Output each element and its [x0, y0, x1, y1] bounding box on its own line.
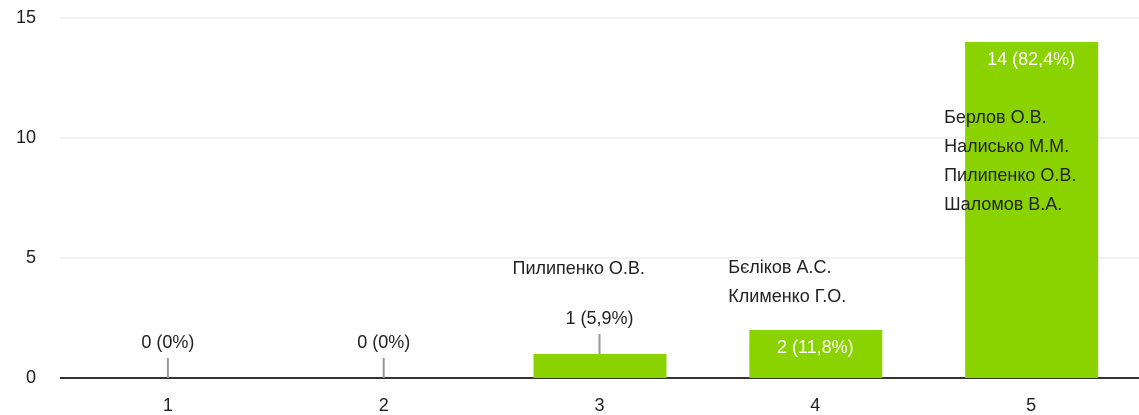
- y-tick-label: 15: [16, 7, 36, 27]
- annotation: Пилипенко О.В.: [513, 258, 645, 278]
- value-label: 1 (5,9%): [565, 308, 633, 328]
- x-tick-label: 4: [810, 395, 820, 415]
- annotation: Налисько М.М.: [944, 136, 1069, 156]
- annotation: Пилипенко О.В.: [944, 165, 1076, 185]
- x-tick-label: 1: [163, 395, 173, 415]
- value-label: 0 (0%): [357, 332, 410, 352]
- x-tick-label: 3: [594, 395, 604, 415]
- x-tick-label: 2: [379, 395, 389, 415]
- value-label: 2 (11,8%): [777, 337, 854, 357]
- y-tick-label: 10: [16, 127, 36, 147]
- bar: [965, 42, 1099, 378]
- annotation: Бєліков А.С.: [728, 257, 831, 277]
- bar: [533, 354, 667, 378]
- y-tick-label: 0: [26, 367, 36, 387]
- annotation: Берлов О.В.: [944, 107, 1047, 127]
- x-tick-label: 5: [1026, 395, 1036, 415]
- value-label: 0 (0%): [141, 332, 194, 352]
- y-tick-label: 5: [26, 247, 36, 267]
- bar: [749, 330, 883, 378]
- annotation: Клименко Г.О.: [728, 286, 846, 306]
- value-label: 14 (82,4%): [987, 49, 1075, 69]
- annotation: Шаломов В.А.: [944, 194, 1062, 214]
